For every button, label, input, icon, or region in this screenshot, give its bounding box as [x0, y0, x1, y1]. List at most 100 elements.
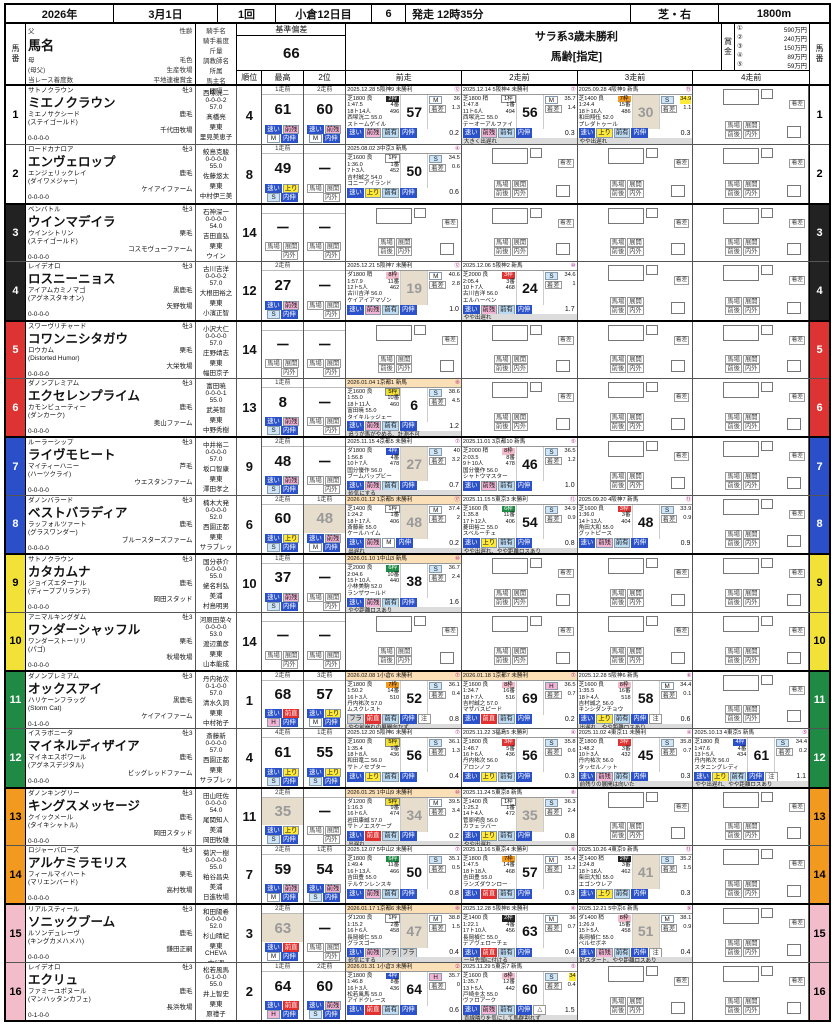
tag-chip: 馬場 — [493, 646, 511, 656]
stable-region: 栗東 — [209, 1000, 223, 1008]
time-line: 1:22.1 4番 — [463, 922, 515, 928]
field-line: 18ト17人 406 — [347, 519, 399, 525]
tag-chip: 着差 — [544, 105, 562, 113]
field-line: 14ト4人 472 — [463, 811, 515, 817]
time-line: 1:55.0 10番 — [347, 395, 399, 401]
body-weight: 406 — [505, 518, 515, 525]
rating-rank: 1 — [237, 671, 263, 729]
course-line: 芝1400 良 7枠 — [579, 96, 631, 103]
empty-box — [607, 265, 644, 282]
tag-chip: M — [660, 681, 674, 690]
race-comment — [578, 548, 693, 553]
race-main: 芝1800 良 7枠 1:47.5 14番 18ト18人 468 吉田豊 55.0 ランズダウ… — [462, 855, 577, 890]
race-figures: M 38.1 着差 0.9 — [660, 914, 693, 948]
tag-chip: 内外 — [627, 305, 644, 315]
field-popularity: 18ト18人 — [578, 868, 603, 875]
race-main: 芝2000 良 3枠 2:05.4 3番 10ト7人 468 古川吉洋 56.0 エルハーベン… — [462, 271, 577, 306]
finish-position-mark: ⑬ — [685, 496, 692, 503]
tag-chip: 内伸 — [281, 893, 298, 903]
margin-line: 着差 0.7 — [660, 748, 691, 757]
tag-chip: 内外 — [742, 130, 760, 140]
chip-row: 前後 内外 — [378, 363, 413, 373]
tag-chip: 前残 — [324, 125, 342, 135]
empty-box — [607, 441, 644, 458]
owner-name: 岡田牧雄 — [203, 836, 229, 844]
placeholder-chips: 馬場 展開 前後 内外 — [725, 296, 760, 315]
chip-row: 速い 上り — [265, 767, 300, 777]
chip-row: 馬場 展開 — [307, 183, 342, 193]
tag-chip: 前後 — [725, 305, 742, 315]
chip-row: 前後 内外 — [725, 889, 760, 899]
horse-name-block: ダノンプレミアム 牡3 エクセレンプライム カモンビューティー 鹿毛 (ダンカーク) 奥山フ… — [26, 378, 196, 437]
race-interval: 中8週 — [208, 434, 225, 436]
margin-line: 着差 0.6 — [544, 748, 576, 757]
course-distance-going: 芝1400 良 — [462, 915, 489, 922]
label-rank: 順位 — [237, 71, 263, 84]
trainer-name: 大根田裕之 — [199, 290, 233, 298]
tag-chip: M — [267, 951, 281, 961]
field-popularity: 18ト8人 — [347, 752, 368, 759]
margin-label: 着差 — [673, 392, 690, 402]
empty-box — [671, 184, 686, 197]
waku-badge: 8枠 — [617, 915, 631, 922]
label-prize: 賞金 — [722, 24, 735, 70]
chip-row: 前後 内外 — [609, 480, 645, 490]
tag-chip: S — [267, 543, 281, 553]
race-figures: S 34.6 着差 1 — [544, 271, 577, 305]
margin-value: 1.3 — [451, 748, 460, 755]
pattern-chips: 速い 上り M 内伸 — [304, 708, 345, 728]
rating-diff: 0.8 — [449, 890, 459, 898]
owner-name: 里見美恵子 — [199, 134, 233, 141]
race-comment — [462, 724, 577, 728]
course-line: 芝1600 良 5枠 — [347, 387, 401, 397]
last-3f-value: 34.6 — [564, 272, 576, 279]
jockey-name: 丹内祐次 — [203, 675, 229, 683]
post-number: 1番 — [390, 161, 400, 168]
post-number: 1番 — [390, 512, 400, 519]
margin-label: 着差 — [789, 860, 806, 870]
pattern-chips: 速い 上り S 内伸 — [262, 183, 303, 203]
label-interval: 間隔 — [209, 88, 223, 95]
horse-name: ウインマデイラ — [27, 214, 116, 229]
tag-chip: H — [267, 1010, 281, 1020]
coat-color: 鹿毛 — [179, 580, 193, 588]
field-popularity: 18ト4人 — [578, 694, 600, 701]
race-facts: 芝1600 良 8枠 1:35.5 16番 18ト4人 518 吉村誠之 56.0 キンシダン… — [578, 681, 632, 715]
tag-chip: 前残 — [480, 128, 498, 139]
race-jockey-weight: 丹内祐次 56.0 — [578, 758, 614, 765]
chip-row: 馬場 展開 — [493, 354, 529, 364]
race-header: 2025.12.21 5中京6 新馬 ⑨ — [577, 905, 693, 915]
chip-row: 馬場 展開 — [725, 179, 760, 189]
empty-box — [787, 243, 802, 256]
course-distance-going: 芝1800 良 — [578, 739, 604, 746]
owner-name: 山本能成 — [203, 660, 229, 668]
pattern-chips: 速い 上り S 内伸 — [304, 767, 345, 787]
tag-chip: 前残 — [282, 592, 300, 602]
tag-chip: 馬場 — [725, 705, 742, 715]
chip-row: 前後 内外 — [725, 655, 760, 665]
trainer-name: 髙橋亮 — [206, 114, 226, 121]
tag-chip: 前後 — [609, 247, 627, 257]
dam-coat-line: マイティーハニー 芦毛 — [28, 463, 193, 471]
horse-name-block: サトノクラウン 牡3 ミエノクラウン ミエノサクシード 鹿毛 (ステイゴールド) 千代田牧場… — [26, 86, 196, 145]
waku-badge: 8枠 — [386, 272, 400, 279]
time-line: 1:26.9 15番 — [579, 922, 631, 928]
course-distance-going: 芝1800 良 — [347, 856, 373, 863]
horse-row-7: 7 ルーラーシップ 牡3 ライヴモヒート マイティーハニー 芦毛 (ハーツクライ) ウエスタン… — [6, 436, 829, 495]
margin-value: 0.7 — [567, 690, 576, 697]
race-jockey-weight: 西塚洸二 55.0 — [462, 115, 498, 122]
field-line: 10ト7人 478 — [347, 461, 399, 467]
race-main: 芝1600 良 5枠 1:55.0 10番 18ト11人 460 富田暁 55.0 タイキルッ… — [346, 387, 461, 422]
body-weight: 440 — [389, 577, 400, 584]
tag-chip: 内外 — [627, 831, 644, 841]
margin-label: 着差 — [789, 919, 806, 929]
past-race-cell-4: 着差 馬場 展開 前後 内外 — [693, 145, 810, 203]
tag-chip: 展開 — [627, 354, 644, 364]
course-distance-going: 芝2000 良 — [347, 565, 373, 572]
owner-name: 澤田孝之 — [203, 486, 229, 494]
field-popularity: 18ト7人 — [462, 694, 484, 701]
label-trainer: 調教師名 — [202, 58, 229, 65]
frame-number-right: 15 — [809, 905, 829, 962]
margin-line: 着差 1.3 — [429, 105, 460, 113]
pattern-tags: 速い 前残 前有 内伸 △ 1.5 — [462, 1005, 577, 1016]
